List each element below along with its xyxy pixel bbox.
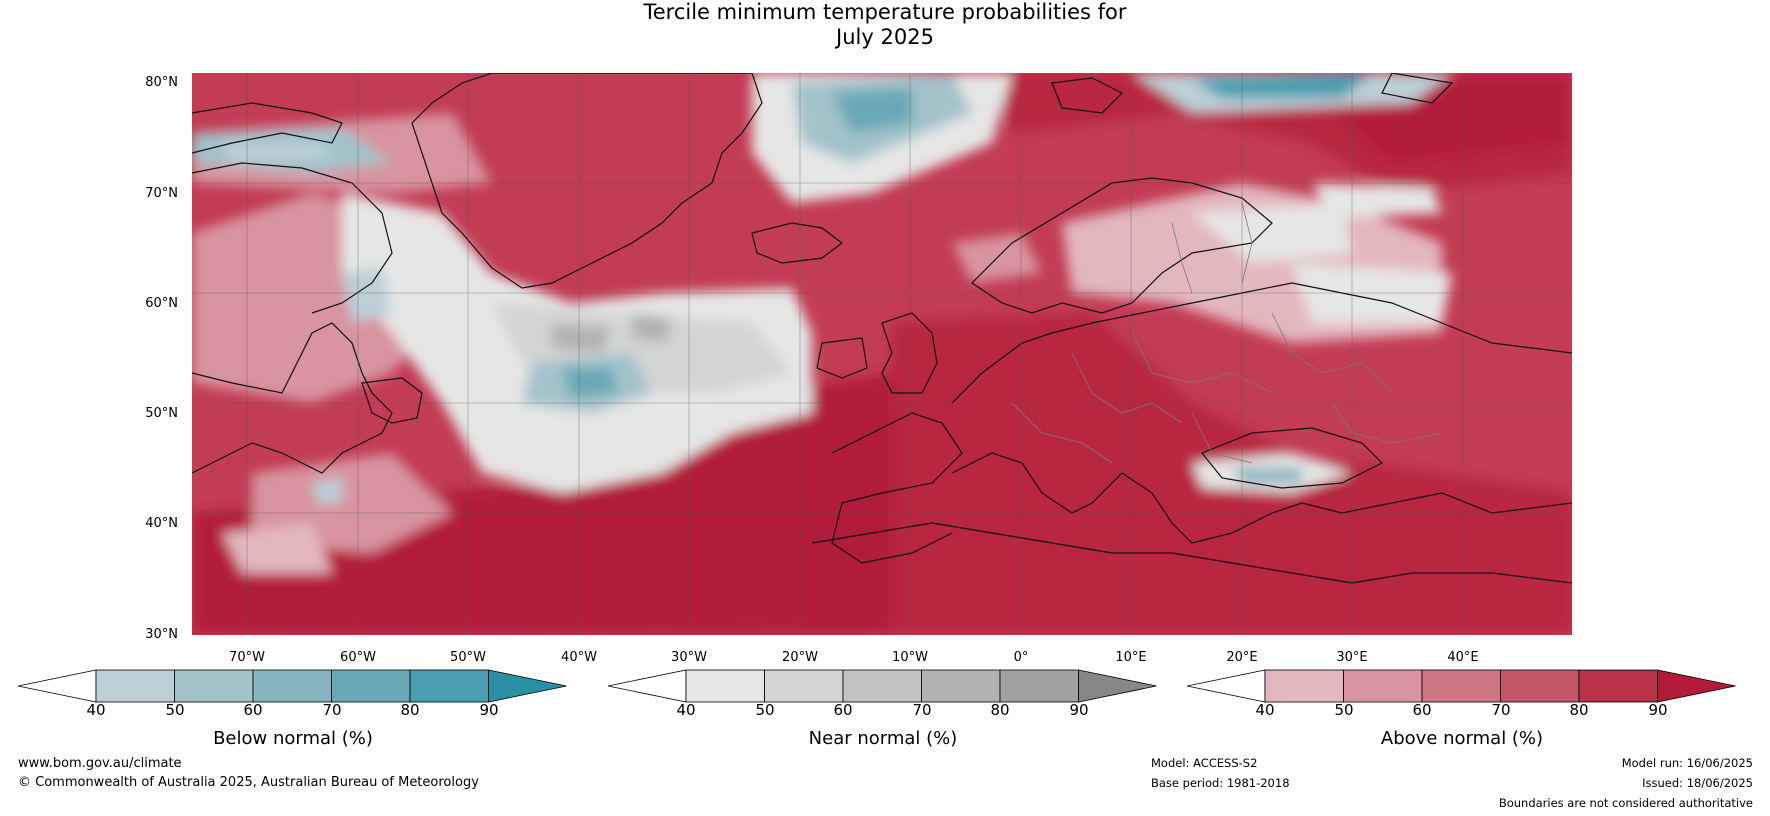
colorbar-tick: 70 <box>322 701 342 719</box>
colorbar-below-normal-swatches <box>17 669 567 703</box>
colorbar-tick: 90 <box>479 701 499 719</box>
colorbar-tick: 60 <box>243 701 263 719</box>
colorbar-extend-low <box>1186 669 1266 703</box>
lat-label: 60°N <box>145 296 178 311</box>
colorbar-near-normal <box>607 668 1158 708</box>
lon-label: 10°E <box>1115 650 1147 665</box>
map-title-line-2: July 2025 <box>836 25 934 49</box>
colorbar-above-normal-swatches <box>1186 669 1736 703</box>
country-borders <box>1011 202 1443 464</box>
lon-label: 50°W <box>450 650 486 665</box>
lon-label: 70°W <box>229 650 265 665</box>
lon-label: 40°E <box>1447 650 1479 665</box>
colorbar-swatch <box>685 669 765 703</box>
colorbar-tick: 80 <box>1569 701 1589 719</box>
colorbar-tick: 50 <box>755 701 775 719</box>
colorbar-extend-low <box>17 669 97 703</box>
colorbar-swatch <box>764 669 844 703</box>
footer-issued: Issued: 18/06/2025 <box>1642 776 1753 790</box>
lat-label: 80°N <box>145 75 178 90</box>
colorbar-swatch <box>921 669 1001 703</box>
colorbar-tick: 40 <box>86 701 106 719</box>
lon-label: 20°W <box>782 650 818 665</box>
colorbar-near-normal-swatches <box>607 669 1157 703</box>
map-canvas <box>192 73 1572 635</box>
lon-label: 0° <box>1013 650 1029 665</box>
colorbar-swatch <box>1500 669 1580 703</box>
colorbar-title-below-normal: Below normal (%) <box>213 728 373 749</box>
lon-label: 20°E <box>1226 650 1258 665</box>
colorbar-extend-low <box>607 669 687 703</box>
colorbar-tick: 50 <box>1334 701 1354 719</box>
colorbar-swatch <box>331 669 411 703</box>
lon-label: 60°W <box>340 650 376 665</box>
colorbar-extend-high <box>488 669 567 703</box>
colorbar-tick: 70 <box>1491 701 1511 719</box>
colorbar-swatch <box>842 669 922 703</box>
colorbar-swatch <box>1343 669 1423 703</box>
colorbar-title-above-normal: Above normal (%) <box>1380 728 1544 749</box>
graticule <box>192 73 1572 635</box>
footer-site-link[interactable]: www.bom.gov.au/climate <box>18 756 182 771</box>
lon-label: 10°W <box>892 650 928 665</box>
lat-label: 70°N <box>145 186 178 201</box>
coastlines <box>192 73 1572 584</box>
lat-label: 40°N <box>145 516 178 531</box>
footer-model-run: Model run: 16/06/2025 <box>1621 756 1753 770</box>
colorbar-extend-high <box>1657 669 1736 703</box>
lat-label: 50°N <box>145 406 178 421</box>
colorbar-extend-high <box>1078 669 1157 703</box>
colorbar-tick: 90 <box>1069 701 1089 719</box>
colorbar-tick: 60 <box>833 701 853 719</box>
footer-copyright: © Commonwealth of Australia 2025, Austra… <box>18 775 479 790</box>
lon-label: 30°W <box>671 650 707 665</box>
colorbar-swatch <box>174 669 254 703</box>
colorbar-below-normal <box>17 668 568 708</box>
probability-map <box>192 73 1572 635</box>
colorbar-swatch <box>252 669 332 703</box>
colorbar-swatch <box>1578 669 1658 703</box>
colorbar-tick: 40 <box>676 701 696 719</box>
colorbar-tick: 60 <box>1412 701 1432 719</box>
map-title-line-1: Tercile minimum temperature probabilitie… <box>643 0 1127 24</box>
colorbar-tick: 90 <box>1648 701 1668 719</box>
colorbar-tick: 40 <box>1255 701 1275 719</box>
lat-label: 30°N <box>145 627 178 642</box>
lon-label: 40°W <box>561 650 597 665</box>
footer-model: Model: ACCESS-S2 <box>1151 756 1258 770</box>
colorbar-swatch <box>409 669 489 703</box>
lon-label: 30°E <box>1336 650 1368 665</box>
footer-disclaimer: Boundaries are not considered authoritat… <box>1498 796 1753 810</box>
map-title: Tercile minimum temperature probabilitie… <box>0 0 1770 50</box>
colorbar-above-normal <box>1186 668 1737 708</box>
colorbar-tick: 70 <box>912 701 932 719</box>
colorbar-swatch <box>1264 669 1344 703</box>
colorbar-tick: 80 <box>990 701 1010 719</box>
colorbar-swatch <box>1421 669 1501 703</box>
colorbar-swatch <box>95 669 175 703</box>
colorbar-swatch <box>999 669 1079 703</box>
footer-base-period: Base period: 1981-2018 <box>1151 776 1290 790</box>
colorbar-title-near-normal: Near normal (%) <box>808 728 958 749</box>
colorbar-tick: 80 <box>400 701 420 719</box>
probability-fields <box>192 73 1572 635</box>
colorbar-tick: 50 <box>165 701 185 719</box>
